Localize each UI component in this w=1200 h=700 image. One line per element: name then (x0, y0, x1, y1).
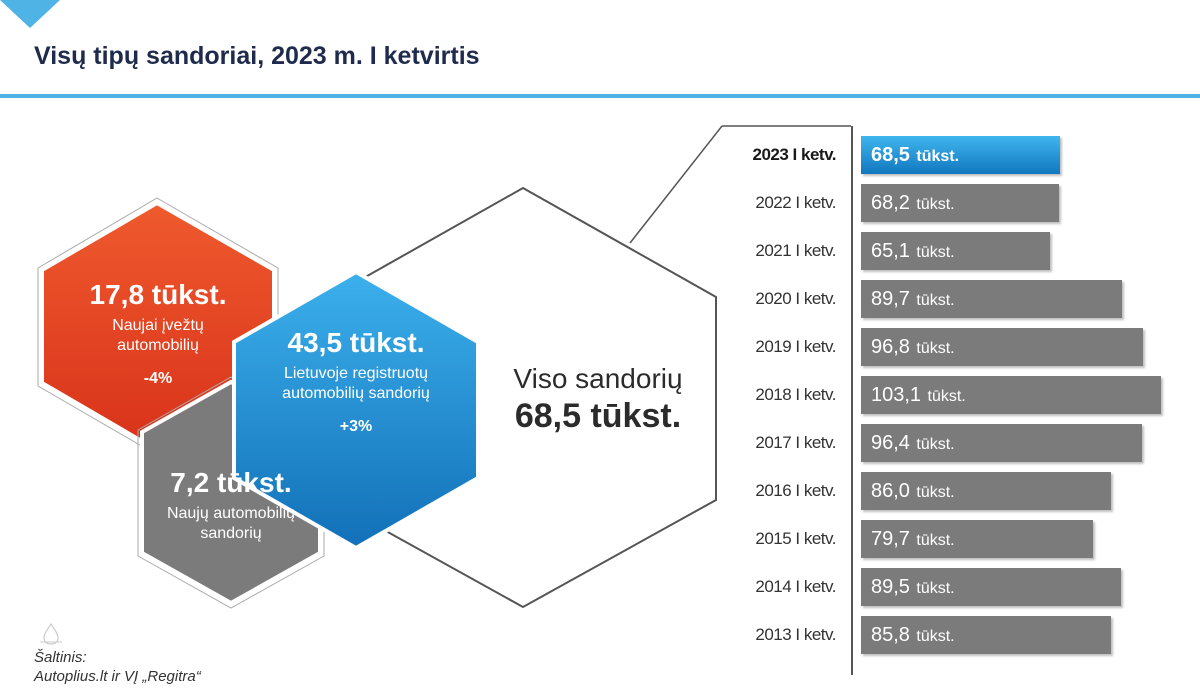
bar: 103,1 tūkst. (861, 376, 1161, 414)
bar-value-label: 68,2 (871, 192, 910, 214)
registered-label-line1: Lietuvoje registruotų (283, 365, 429, 382)
bar-unit-label: tūkst. (911, 628, 955, 645)
chart-axis-line (851, 126, 853, 675)
registered-hexagon (232, 269, 480, 551)
bar: 89,7 tūkst. (861, 280, 1122, 318)
header-divider (0, 94, 1200, 98)
source-label: Šaltinis: (34, 649, 87, 666)
bar: 79,7 tūkst. (861, 520, 1093, 558)
bar-value-label: 89,5 (871, 576, 910, 598)
source-note: Šaltinis: Autoplius.lt ir VĮ „Regitra“ (34, 622, 201, 686)
bar: 85,8 tūkst. (861, 616, 1111, 654)
bar-unit-label: tūkst. (911, 244, 955, 261)
corner-accent (0, 0, 60, 28)
bar-value-label: 85,8 (871, 624, 910, 646)
bar-value-label: 68,5 (871, 144, 910, 166)
bar-value-label: 79,7 (871, 528, 910, 550)
imported-label-line2: automobilių (117, 337, 199, 354)
registered-hex-text: 43,5 tūkst. Lietuvoje registruotų automo… (240, 326, 472, 436)
imported-value: 17,8 tūkst. (89, 279, 227, 310)
bar: 89,5 tūkst. (861, 568, 1121, 606)
new-cars-label-line1: Naujų automobilių (166, 505, 296, 522)
bar-value-label: 103,1 (871, 384, 922, 406)
registered-label-line2: automobilių sandorių (282, 385, 430, 402)
total-label: Viso sandorių (513, 363, 683, 394)
registered-change: +3% (339, 418, 373, 435)
imported-change: -4% (143, 370, 173, 387)
total-value: 68,5 tūkst. (514, 397, 682, 435)
bar-unit-label: tūkst. (911, 580, 955, 597)
bar: 96,4 tūkst. (861, 424, 1142, 462)
bar-unit-label: tūkst. (911, 292, 955, 309)
bar: 65,1 tūkst. (861, 232, 1050, 270)
bar-category-label: 2014 I ketv. (755, 577, 836, 596)
bar-unit-label: tūkst. (923, 388, 966, 405)
connector-line (629, 125, 723, 244)
bar: 68,2 tūkst. (861, 184, 1059, 222)
page-title: Visų tipų sandoriai, 2023 m. I ketvirtis (34, 42, 480, 70)
bar-category-label: 2017 I ketv. (755, 433, 836, 452)
bar-value-label: 86,0 (871, 480, 910, 502)
bar-category-label: 2013 I ketv. (755, 625, 836, 644)
bar-unit-label: tūkst. (911, 484, 955, 501)
imported-hex-text: 17,8 tūkst. Naujai įvežtų automobilių -4… (52, 278, 264, 388)
bar-unit-label: tūkst. (911, 148, 960, 165)
source-text: Autoplius.lt ir VĮ „Regitra“ (34, 668, 201, 685)
imported-label-line1: Naujai įvežtų (112, 317, 204, 334)
bar-value-label: 65,1 (871, 240, 910, 262)
bar-unit-label: tūkst. (911, 340, 955, 357)
bar: 86,0 tūkst. (861, 472, 1111, 510)
bar-category-label: 2018 I ketv. (755, 385, 836, 404)
bar-category-label: 2023 I ketv. (752, 145, 837, 164)
registered-value: 43,5 tūkst. (287, 327, 425, 358)
bar-unit-label: tūkst. (911, 196, 955, 213)
new-cars-hex-text: 7,2 tūkst. Naujų automobilių sandorių (142, 466, 320, 544)
total-hex-text: Viso sandorių 68,5 tūkst. (468, 362, 728, 436)
bar-category-label: 2021 I ketv. (755, 241, 836, 260)
bar: 96,8 tūkst. (861, 328, 1143, 366)
bar-value-label: 96,8 (871, 336, 910, 358)
bar-category-label: 2015 I ketv. (755, 529, 836, 548)
new-cars-value: 7,2 tūkst. (170, 467, 292, 498)
bar-category-label: 2022 I ketv. (755, 193, 836, 212)
new-cars-label-line2: sandorių (200, 525, 262, 542)
bar-category-label: 2016 I ketv. (755, 481, 836, 500)
bar-value-label: 89,7 (871, 288, 910, 310)
bar-value-label: 96,4 (871, 432, 910, 454)
bar-unit-label: tūkst. (911, 436, 955, 453)
bar: 68,5 tūkst. (861, 136, 1060, 174)
bar-category-label: 2019 I ketv. (755, 337, 836, 356)
logo-icon (40, 622, 62, 645)
bar-category-label: 2020 I ketv. (755, 289, 836, 308)
bar-unit-label: tūkst. (911, 532, 955, 549)
